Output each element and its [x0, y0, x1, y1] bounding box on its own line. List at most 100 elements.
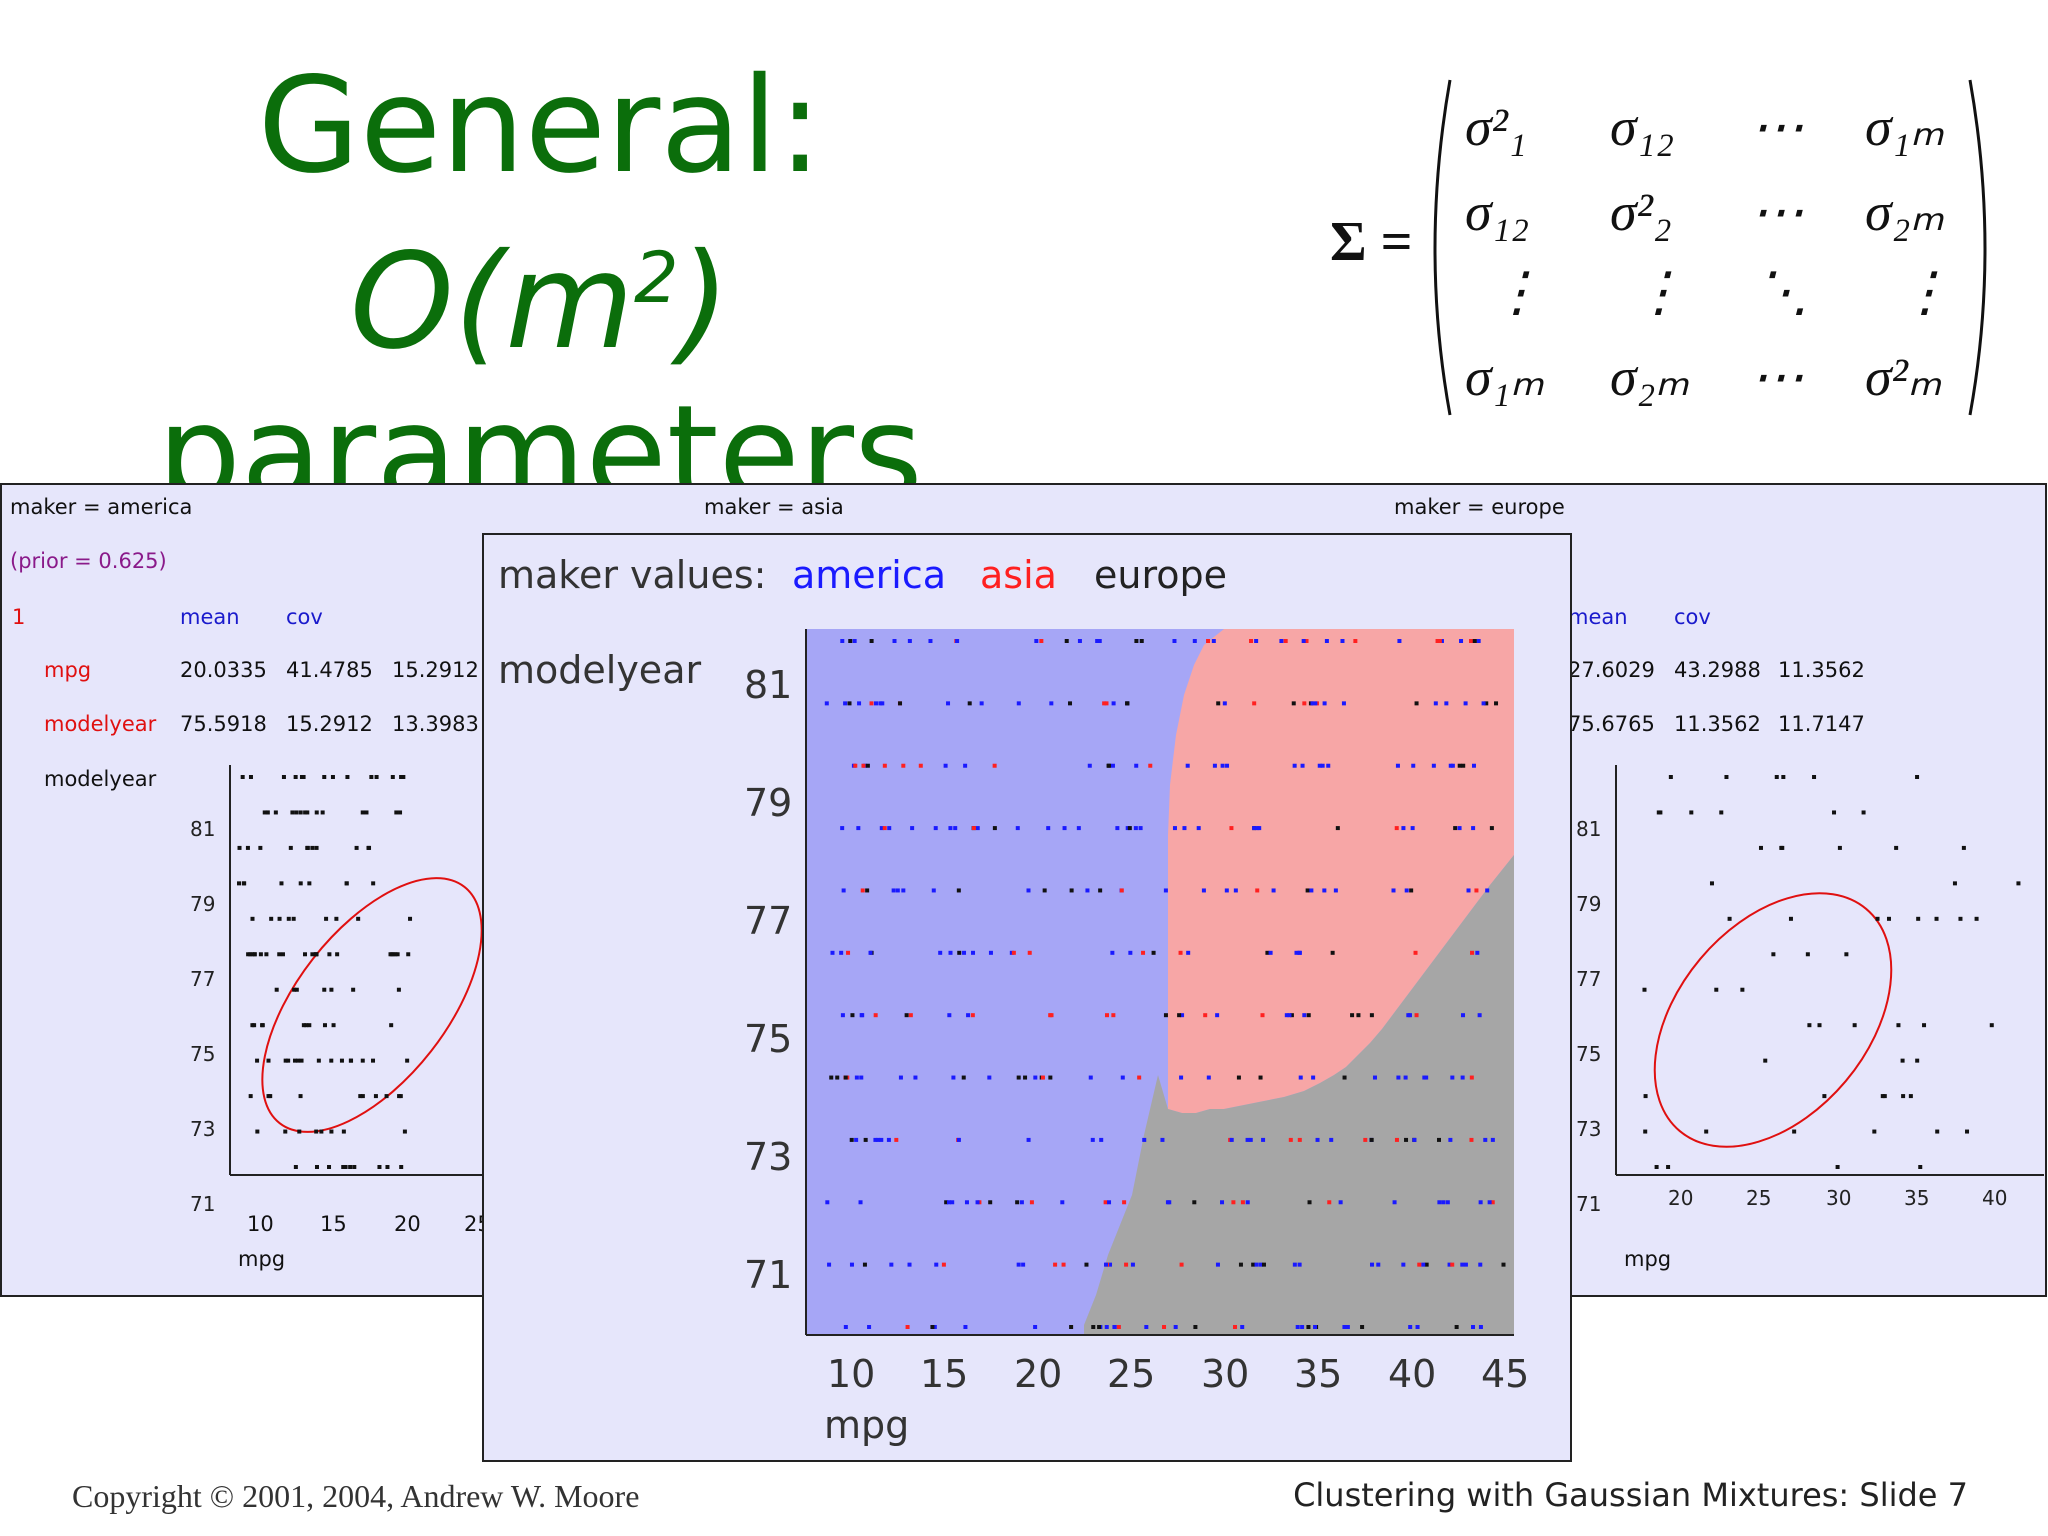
middle-y-tick-75: 75 [744, 1017, 792, 1061]
matrix-cell-4-4: σ²ₘ [1865, 347, 1942, 407]
scatter-point [1322, 701, 1327, 706]
scatter-point [1116, 1325, 1121, 1329]
scatter-point [406, 952, 411, 957]
left-y-tick-81: 81 [190, 817, 215, 841]
scatter-point [1642, 987, 1647, 992]
scatter-point [1245, 1137, 1250, 1142]
scatter-point [1335, 826, 1340, 831]
middle-x-tick-40: 40 [1388, 1352, 1436, 1396]
scatter-point [1104, 1325, 1109, 1329]
scatter-point [371, 1058, 376, 1063]
right-cov-header: cov [1674, 605, 1711, 629]
scatter-point [283, 1058, 288, 1063]
right-mean-header: mean [1568, 605, 1628, 629]
scatter-point [1019, 1200, 1024, 1205]
scatter-point [246, 952, 251, 957]
scatter-point [1053, 1262, 1058, 1267]
scatter-point [1260, 1013, 1265, 1018]
scatter-point [1042, 888, 1047, 893]
scatter-point [1340, 639, 1345, 643]
scatter-point [1457, 826, 1462, 831]
scatter-point [1324, 639, 1329, 643]
scatter-point [835, 1075, 840, 1080]
matrix-cell-1-2: σ₁₂ [1610, 97, 1674, 157]
right-modelyear-cov-1: 11.3562 [1674, 712, 1761, 736]
scatter-point [1875, 916, 1880, 921]
scatter-point [1130, 1262, 1135, 1267]
scatter-point [860, 1013, 865, 1018]
scatter-point [258, 845, 263, 850]
scatter-point [1134, 763, 1139, 768]
scatter-point [1306, 1013, 1311, 1018]
scatter-point [341, 1129, 346, 1134]
scatter-point [260, 1023, 265, 1028]
scatter-point [975, 1200, 980, 1205]
scatter-point [1435, 639, 1440, 643]
scatter-point [1292, 763, 1297, 768]
scatter-point [843, 701, 848, 706]
scatter-point [250, 916, 255, 921]
scatter-point [1489, 826, 1494, 831]
scatter-point [1238, 1262, 1243, 1267]
scatter-point [1459, 639, 1464, 643]
scatter-point [1216, 701, 1221, 706]
right-mpg-cov-2: 11.3562 [1778, 658, 1865, 682]
right-mpg-mean: 27.6029 [1568, 658, 1655, 682]
scatter-point [930, 1325, 935, 1329]
scatter-point [905, 1325, 910, 1329]
right-modelyear-mean: 75.6765 [1568, 712, 1655, 736]
scatter-point [963, 1325, 968, 1329]
scatter-point [1220, 1200, 1225, 1205]
scatter-point [1203, 1013, 1208, 1018]
scatter-point [946, 1200, 951, 1205]
matrix-cell-1-4: σ₁ₘ [1865, 97, 1944, 157]
scatter-point [360, 1094, 365, 1099]
america-scatter-plot: 81 79 77 75 73 71 [190, 765, 482, 1216]
scatter-point [908, 1013, 913, 1018]
scatter-point [1300, 1325, 1305, 1329]
scatter-point [1252, 701, 1257, 706]
scatter-point [1033, 1075, 1038, 1080]
scatter-point [1162, 1325, 1167, 1329]
scatter-point [1301, 639, 1306, 643]
scatter-point [1212, 763, 1217, 768]
scatter-point [1261, 1262, 1266, 1267]
scatter-point [369, 775, 374, 779]
scatter-point [948, 950, 953, 955]
matrix-right-bracket [1968, 79, 1987, 416]
scatter-point [957, 950, 962, 955]
matrix-lhs: Σ = [1330, 211, 1413, 273]
scatter-point [1297, 1262, 1302, 1267]
scatter-point [879, 1137, 884, 1142]
scatter-point [264, 952, 269, 957]
matrix-cell-2-3: ⋯ [1750, 182, 1804, 242]
matrix-cell-4-2: σ₂ₘ [1610, 347, 1689, 407]
header-europe: maker = europe [1394, 495, 1565, 519]
scatter-point [1668, 775, 1673, 779]
scatter-point [869, 701, 874, 706]
scatter-point [322, 775, 327, 779]
scatter-point [1206, 639, 1211, 643]
left-x-tick-10: 10 [247, 1212, 274, 1236]
scatter-point [1894, 845, 1899, 850]
scatter-point [886, 1137, 891, 1142]
right-y-tick-73: 73 [1576, 1117, 1601, 1141]
middle-y-tick-79: 79 [744, 781, 792, 825]
matrix-left-bracket [1433, 79, 1452, 416]
scatter-point [1433, 701, 1438, 706]
scatter-point [310, 845, 315, 850]
scatter-point [303, 952, 308, 957]
scatter-point [840, 826, 845, 831]
left-y-tick-73: 73 [190, 1117, 215, 1141]
scatter-point [274, 987, 279, 992]
scatter-point [1103, 1262, 1108, 1267]
scatter-point [1193, 1325, 1198, 1329]
scatter-point [854, 1137, 859, 1142]
scatter-point [1254, 639, 1259, 643]
scatter-point [1477, 1013, 1482, 1018]
scatter-point [849, 1137, 854, 1142]
scatter-point [1394, 826, 1399, 831]
scatter-point [1394, 1137, 1399, 1142]
scatter-point [889, 1262, 894, 1267]
matrix-cell-4-3: ⋯ [1750, 347, 1804, 407]
